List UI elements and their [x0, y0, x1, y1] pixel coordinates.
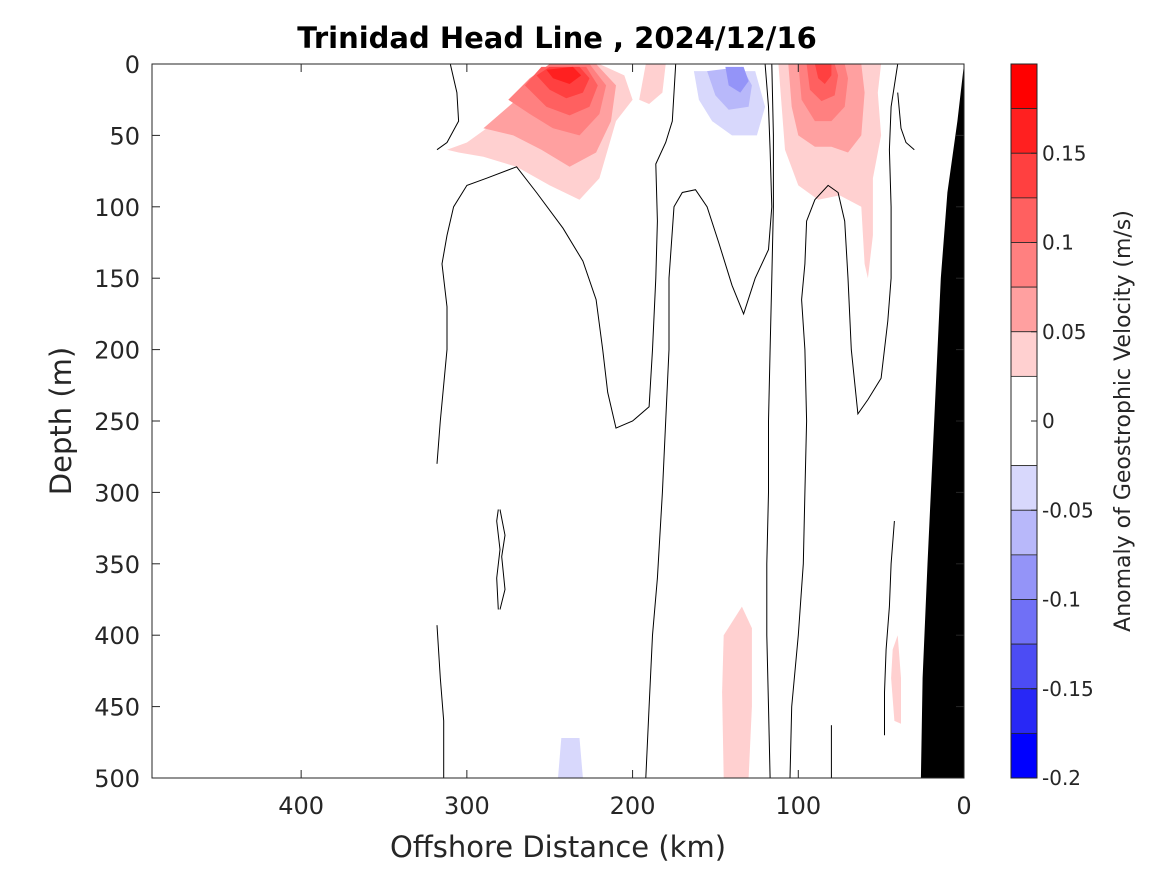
- zero-contour-7: [897, 92, 915, 151]
- colorbar-tick-label: 0.15: [1042, 141, 1087, 165]
- colorbar-tick-label: -0.2: [1042, 766, 1081, 790]
- colorbar-swatch: [1010, 599, 1038, 645]
- x-tick-label: 400: [278, 792, 324, 820]
- colorbar-tick-label: 0: [1042, 409, 1055, 433]
- x-axis-label: Offshore Distance (km): [390, 830, 726, 864]
- zero-contour-4: [645, 64, 773, 778]
- x-axis: 400 300 200 100 0: [278, 64, 972, 820]
- y-tick-label: 400: [94, 622, 140, 650]
- x-tick-label: 100: [775, 792, 821, 820]
- colorbar-swatch: [1010, 197, 1038, 243]
- y-tick-label: 250: [94, 408, 140, 436]
- zero-contour-6: [789, 64, 899, 778]
- region-deep-neg-1: [529, 492, 626, 778]
- colorbar-swatch: [1010, 152, 1038, 199]
- region-deep-pos-1: [722, 606, 752, 778]
- y-axis-label: Depth (m): [44, 347, 78, 495]
- region-surface-jet-pos-2-l5: [814, 64, 832, 84]
- y-tick-label: 150: [94, 265, 140, 293]
- zero-contour-5: [766, 64, 774, 778]
- y-tick-label: 0: [125, 51, 140, 79]
- region-deep-neg-3: [856, 620, 875, 778]
- region-surface-jet-pos-1-l6: [546, 66, 582, 84]
- y-axis: 0 50 100 150 200 250 300 350 400 450 500: [94, 51, 964, 793]
- colorbar-swatch: [1010, 643, 1038, 690]
- y-tick-label: 200: [94, 337, 140, 365]
- y-tick-label: 350: [94, 551, 140, 579]
- colorbar-tick-label: -0.05: [1042, 498, 1094, 522]
- colorbar-swatch: [1010, 554, 1038, 600]
- y-tick-label: 100: [94, 194, 140, 222]
- colorbar-swatch: [1010, 63, 1038, 110]
- colorbar-swatch: [1010, 108, 1038, 154]
- colorbar-tick-label: 0.05: [1042, 320, 1087, 344]
- colorbar-ticks: 0.15 0.1 0.05 0 -0.05 -0.1 -0.15 -0.2: [1031, 141, 1094, 790]
- colorbar-swatch: [1010, 286, 1038, 333]
- x-tick-label: 200: [610, 792, 656, 820]
- y-tick-label: 300: [94, 479, 140, 507]
- colorbar-swatch: [1010, 465, 1038, 511]
- filled-contours: [447, 64, 901, 778]
- y-tick-label: 450: [94, 694, 140, 722]
- bathymetry-fill: [920, 64, 964, 778]
- y-tick-label: 500: [94, 765, 140, 793]
- zero-contours: [436, 64, 915, 778]
- colorbar-swatch: [1010, 242, 1038, 288]
- y-tick-label: 50: [109, 122, 140, 150]
- colorbar-tick-label: 0.1: [1042, 231, 1074, 255]
- colorbar-swatch: [1010, 688, 1038, 734]
- colorbar-label: Anomaly of Geostrophic Velocity (m/s): [1111, 210, 1136, 632]
- zero-contour-1: [436, 64, 460, 151]
- zero-contour-3: [436, 625, 445, 778]
- colorbar: [1010, 63, 1038, 779]
- colorbar-swatch: [1010, 732, 1038, 779]
- colorbar-swatch: [1010, 331, 1038, 377]
- colorbar-tick-label: -0.15: [1042, 677, 1094, 701]
- colorbar-tick-label: -0.1: [1042, 588, 1081, 612]
- x-tick-label: 300: [444, 792, 490, 820]
- zero-contour-2: [436, 64, 677, 464]
- chart-title: Trinidad Head Line , 2024/12/16: [297, 21, 817, 55]
- zero-contour-11: [884, 520, 895, 736]
- zero-contour-8: [496, 509, 501, 610]
- colorbar-swatch: [1010, 509, 1038, 556]
- region-surface-jet-neg-1-l4: [725, 66, 749, 93]
- region-deep-neg-1-l2: [558, 738, 583, 778]
- bathymetry: [920, 64, 964, 778]
- region-near-coast-pos: [639, 64, 666, 104]
- zero-contour-9: [499, 509, 506, 610]
- region-deep-neg-2: [778, 256, 842, 778]
- region-deep-pos-2: [891, 635, 901, 724]
- x-tick-label: 0: [956, 792, 971, 820]
